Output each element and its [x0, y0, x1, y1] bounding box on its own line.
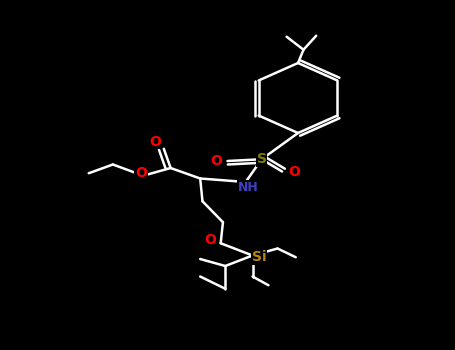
Text: Si: Si [252, 250, 267, 264]
Text: O: O [205, 233, 217, 247]
Text: O: O [210, 154, 222, 168]
Text: O: O [135, 166, 147, 180]
Text: O: O [288, 164, 300, 178]
Text: S: S [257, 152, 267, 166]
Text: NH: NH [238, 181, 258, 194]
Text: O: O [150, 135, 162, 149]
